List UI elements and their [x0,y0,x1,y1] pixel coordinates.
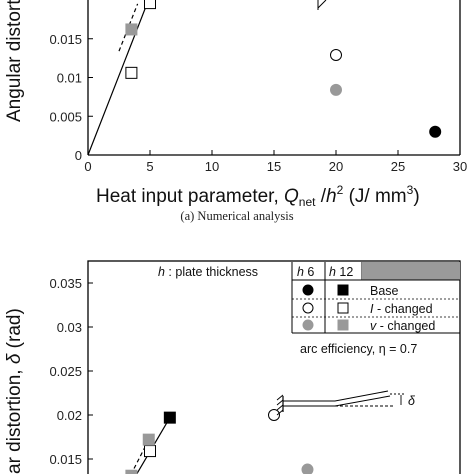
top-y-axis-label: Angular distorto [4,0,25,122]
top-data-point [330,49,342,62]
legend-col-h12: h 12 [329,265,353,279]
bottom-y-label-delta: δ [4,353,25,364]
top-dashed-fit-line [118,3,139,52]
top-x-tick-label: 0 [84,159,91,174]
top-x-tick-label: 15 [267,159,281,174]
bottom-data-point [301,463,314,474]
top-x-tick-label: 30 [453,159,467,174]
legend-footnote: arc efficiency, η = 0.7 [300,342,417,356]
schematic-plate-top [283,390,389,402]
top-caption: (a) Numerical analysis [180,209,293,223]
top-x-tick-label: 5 [146,159,153,174]
top-fit-lines [87,0,150,156]
top-x-ticks: 0 5 10 15 20 25 30 [84,150,467,174]
top-x-tick-label: 10 [205,159,219,174]
bottom-data-point [125,469,138,474]
legend-marker-h12 [337,302,349,314]
top-solid-fit-line [87,0,150,156]
top-x-label-slash: / [315,186,326,207]
top-x-tick-label: 25 [391,159,405,174]
bottom-data-point [144,445,156,458]
bottom-chart-panel: 0.015 0.02 0.025 0.03 0.035 ar distortion, δ… [4,260,461,474]
top-y-tick-label: 0.01 [57,71,82,86]
top-y-tick-label: 0.005 [49,109,82,124]
bottom-y-tick-label: 0.02 [57,408,82,423]
legend-marker-h12 [337,319,349,331]
bottom-data-points [125,409,314,474]
top-data-points [125,0,442,138]
top-y-tick-label: 0.015 [49,32,82,47]
top-chart-panel: 0 5 10 15 20 25 30 0 0.005 0.01 0.015 Angular dis… [4,0,467,223]
legend-marker-h6 [302,319,314,331]
bottom-y-tick-label: 0.03 [57,320,82,335]
top-x-label-sub: net [299,195,316,209]
top-clipped-inset-mark [317,0,327,9]
bottom-y-label-main: ar distortion, [4,364,25,474]
top-x-label-unit: (J/ mm [343,186,406,207]
top-x-label-exp: 2 [337,183,344,197]
bottom-y-tick-label: 0.025 [49,364,82,379]
bottom-y-label-unit: (rad) [4,308,25,353]
top-x-tick-label: 20 [329,159,343,174]
bottom-y-ticks: 0.015 0.02 0.025 0.03 0.035 [49,276,93,467]
top-x-label-q: Q [284,186,299,207]
legend-marker-h6 [302,284,314,296]
legend-rows: Base I - changed v - changed [302,284,435,333]
bottom-y-tick-label: 0.035 [49,276,82,291]
top-x-axis-label: Heat input parameter, Qnet /h2 (J/ mm3) [96,183,420,209]
legend-table: h : plate thickness h 6 h 12 Base I - cha… [158,262,460,356]
top-y-tick-label: 0 [75,148,82,163]
bottom-y-axis-label: ar distortion, δ (rad) [4,308,25,474]
schematic-delta-label: δ [408,394,416,408]
bottom-data-point [268,409,280,421]
top-data-point [125,23,138,36]
bottom-data-point [163,411,176,424]
bottom-y-tick-label: 0.015 [49,452,82,467]
top-x-label-h: h [326,186,337,207]
top-data-point [144,0,156,10]
top-x-label-main: Heat input parameter, [96,186,284,207]
top-x-label-unit-exp: 3 [407,183,414,197]
legend-col-h6: h 6 [297,265,314,279]
legend-header-shade [362,262,460,280]
top-data-point [330,83,342,96]
top-x-label-close: ) [413,186,419,207]
top-data-point [429,125,442,138]
distortion-schematic: δ [276,390,416,416]
legend-title: h : plate thickness [158,265,258,279]
top-data-point [125,66,138,79]
top-y-ticks: 0 0.005 0.01 0.015 [49,32,93,163]
legend-marker-h12 [337,284,349,296]
legend-row-label: Base [370,284,399,298]
legend-row-label: v - changed [370,319,435,333]
legend-row-label: I - changed [370,302,433,316]
legend-marker-h6 [302,302,314,314]
schematic-hatch [276,394,284,416]
bottom-data-point [142,433,155,446]
